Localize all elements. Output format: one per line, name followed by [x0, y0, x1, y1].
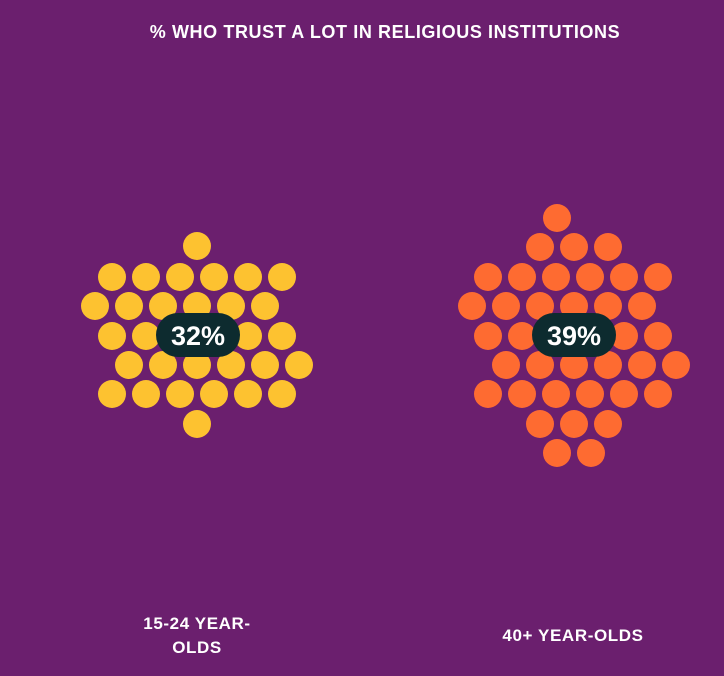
dot-mark — [268, 263, 296, 291]
dot-mark — [115, 292, 143, 320]
dot-mark — [508, 380, 536, 408]
dot-mark — [183, 232, 211, 260]
dot-mark — [628, 292, 656, 320]
dot-mark — [183, 410, 211, 438]
dot-mark — [560, 233, 588, 261]
dot-mark — [610, 263, 638, 291]
dot-mark — [594, 410, 622, 438]
value-badge-bg — [532, 313, 616, 357]
dot-cluster-15-24 — [81, 232, 313, 438]
dot-mark — [594, 233, 622, 261]
dot-mark — [628, 351, 656, 379]
dot-mark — [115, 351, 143, 379]
dot-mark — [560, 351, 588, 379]
dot-mark — [183, 351, 211, 379]
dot-mark — [251, 351, 279, 379]
dot-mark — [200, 380, 228, 408]
value-badge-40-plus: 39% — [532, 313, 616, 357]
dot-mark — [474, 263, 502, 291]
value-badge-bg — [156, 313, 240, 357]
dot-mark — [200, 263, 228, 291]
dot-mark — [132, 380, 160, 408]
dot-mark — [132, 322, 160, 350]
dot-mark — [610, 322, 638, 350]
dot-mark — [234, 322, 262, 350]
dot-mark — [492, 351, 520, 379]
dot-mark — [458, 292, 486, 320]
dot-mark — [217, 351, 245, 379]
dot-mark — [542, 380, 570, 408]
dot-mark — [492, 292, 520, 320]
dot-mark — [217, 292, 245, 320]
dot-mark — [234, 263, 262, 291]
dot-mark — [474, 380, 502, 408]
dot-mark — [508, 263, 536, 291]
dot-mark — [644, 322, 672, 350]
dot-mark — [644, 263, 672, 291]
dot-mark — [576, 380, 604, 408]
dot-mark — [526, 410, 554, 438]
dot-mark — [526, 233, 554, 261]
dot-mark — [577, 439, 605, 467]
dot-mark — [560, 410, 588, 438]
dot-mark — [594, 292, 622, 320]
dot-mark — [132, 263, 160, 291]
dot-mark — [543, 439, 571, 467]
dot-mark — [149, 351, 177, 379]
dot-mark — [166, 263, 194, 291]
dot-mark — [526, 292, 554, 320]
dot-mark — [474, 322, 502, 350]
dot-mark — [526, 351, 554, 379]
dot-mark — [594, 351, 622, 379]
dot-mark — [662, 351, 690, 379]
dot-mark — [285, 351, 313, 379]
dot-mark — [542, 263, 570, 291]
category-label-40-plus: 40+ YEAR-OLDS — [502, 626, 644, 645]
dot-mark — [98, 322, 126, 350]
dot-mark — [251, 292, 279, 320]
dot-mark — [98, 263, 126, 291]
dot-mark — [268, 380, 296, 408]
value-badge-15-24: 32% — [156, 313, 240, 357]
chart-title: % WHO TRUST A LOT IN RELIGIOUS INSTITUTI… — [149, 22, 621, 42]
dot-mark — [610, 380, 638, 408]
dot-mark — [576, 263, 604, 291]
dot-mark — [508, 322, 536, 350]
dot-mark — [268, 322, 296, 350]
dot-mark — [543, 204, 571, 232]
dot-mark — [149, 292, 177, 320]
value-label: 32% — [171, 321, 225, 351]
dot-mark — [644, 380, 672, 408]
value-label: 39% — [547, 321, 601, 351]
category-label-15-24: 15-24 YEAR-OLDS — [143, 614, 251, 657]
dot-mark — [98, 380, 126, 408]
dot-mark — [81, 292, 109, 320]
dot-mark — [166, 380, 194, 408]
dot-mark — [234, 380, 262, 408]
